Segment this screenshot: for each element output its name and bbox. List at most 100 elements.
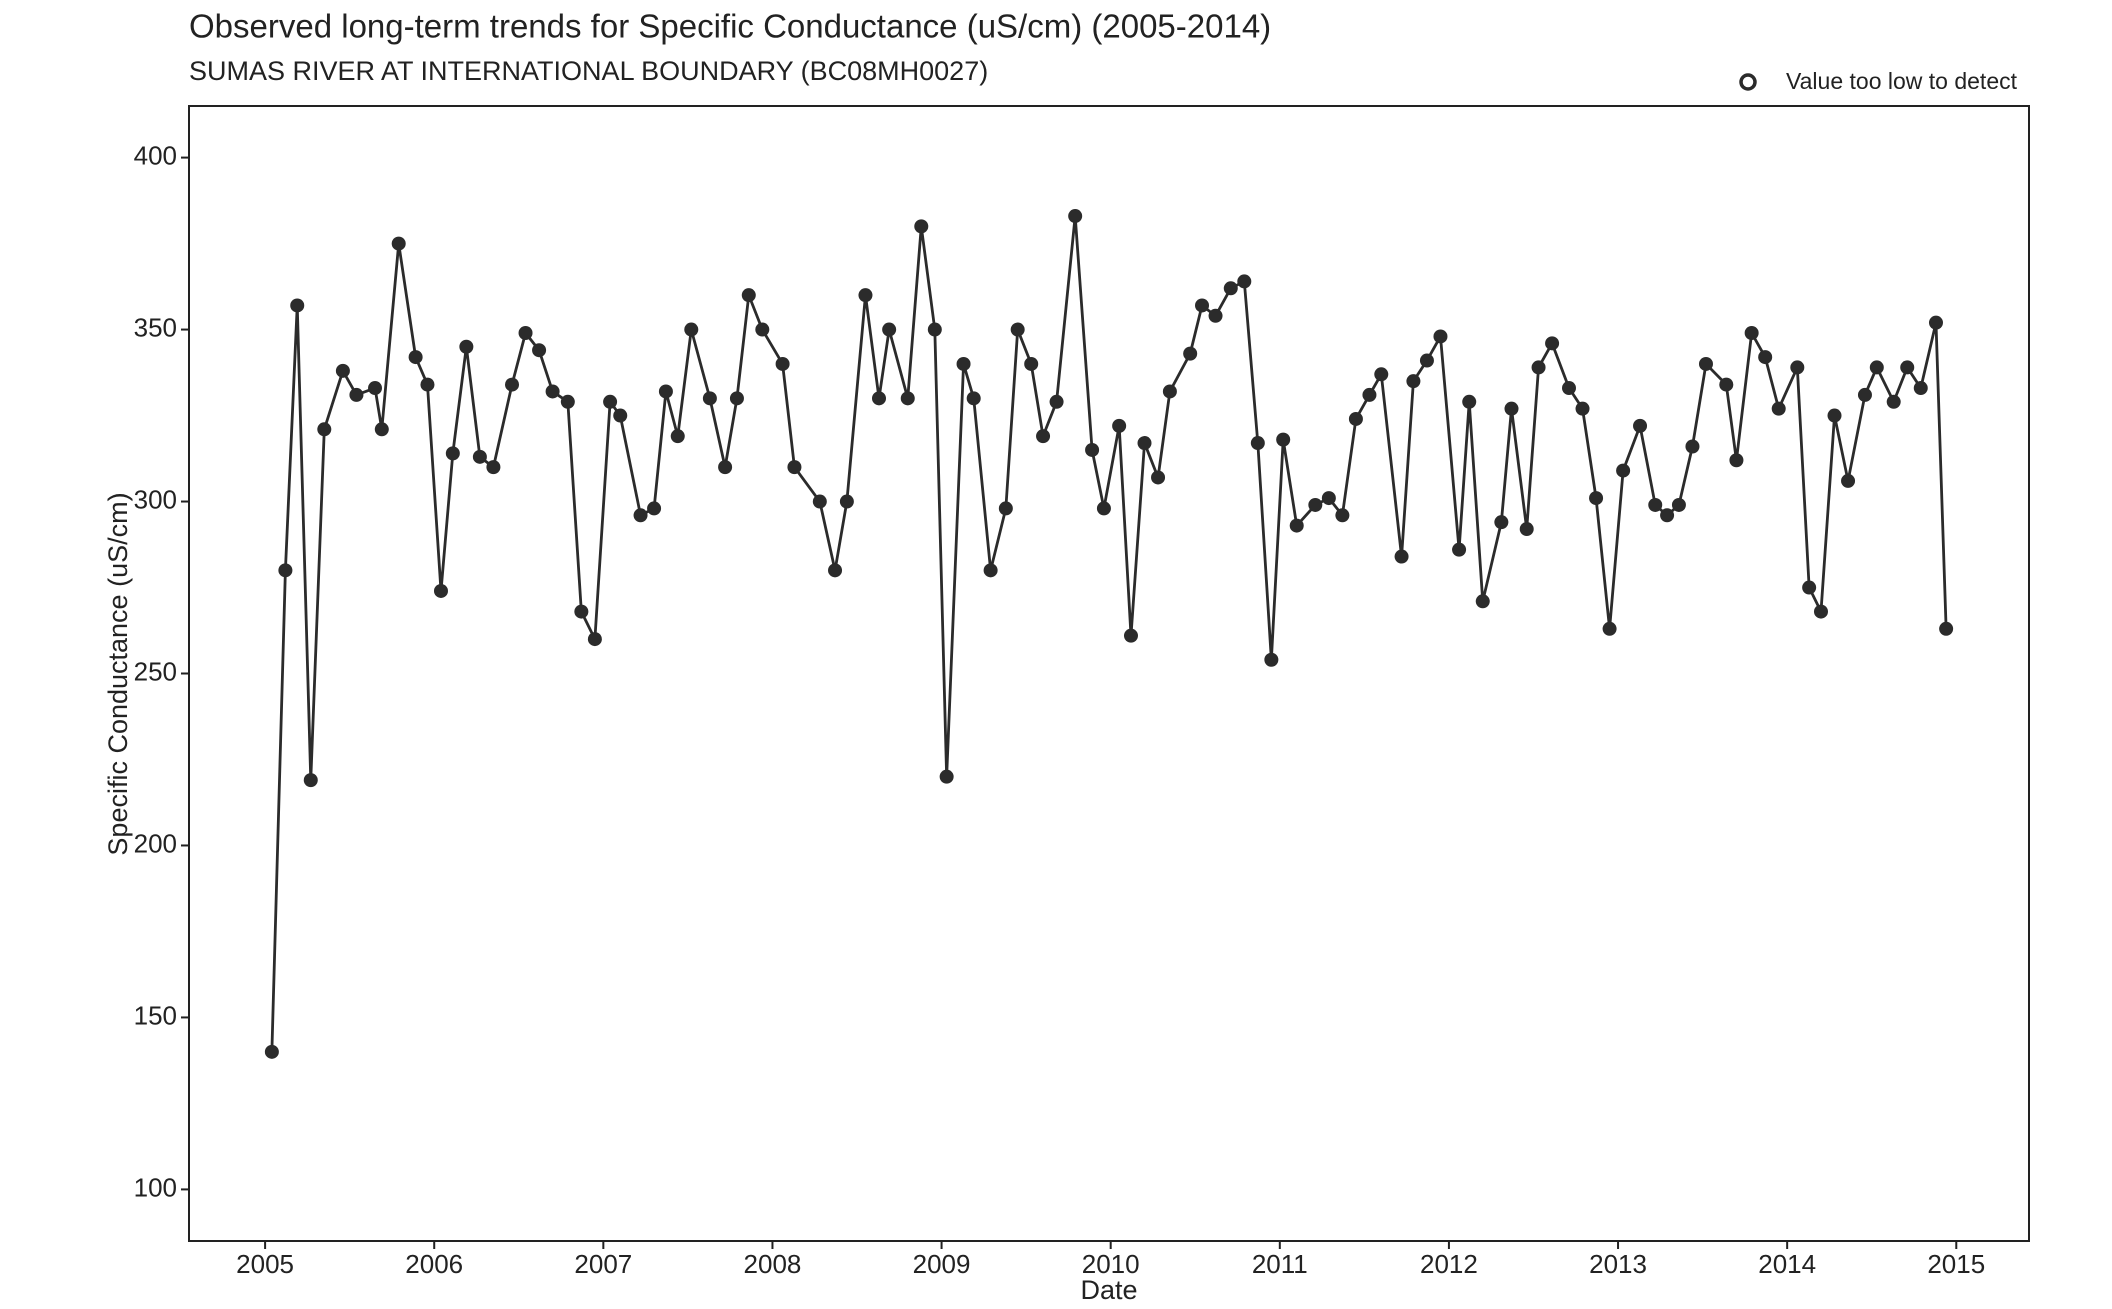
- data-point: [317, 422, 332, 437]
- data-point: [1869, 360, 1884, 375]
- data-point: [459, 339, 474, 354]
- data-point: [486, 460, 501, 475]
- data-point: [787, 460, 802, 475]
- data-point: [839, 494, 854, 509]
- data-point: [420, 377, 435, 392]
- data-point: [1250, 436, 1265, 451]
- data-point: [391, 236, 406, 251]
- data-point: [1462, 394, 1477, 409]
- data-point: [1886, 394, 1901, 409]
- data-point: [335, 363, 350, 378]
- data-point: [1504, 401, 1519, 416]
- data-point: [374, 422, 389, 437]
- series-line: [270, 215, 1948, 1052]
- data-point: [702, 391, 717, 406]
- data-point: [812, 494, 827, 509]
- data-point: [1321, 491, 1336, 506]
- data-point: [1758, 350, 1773, 365]
- data-point: [647, 501, 662, 516]
- x-tick-label: 2011: [1252, 1249, 1308, 1279]
- x-tick-label: 2009: [913, 1249, 971, 1279]
- legend-symbol: [1739, 73, 1757, 91]
- data-point: [1671, 497, 1686, 512]
- data-point: [518, 326, 533, 340]
- data-point: [1531, 360, 1546, 375]
- data-point: [433, 583, 448, 598]
- data-point: [1827, 408, 1842, 423]
- data-point: [587, 632, 602, 647]
- data-point: [914, 219, 929, 234]
- data-point: [1276, 432, 1291, 447]
- data-point: [755, 322, 770, 337]
- y-tick-label: 350: [134, 312, 177, 342]
- data-point: [1928, 315, 1943, 330]
- data-point: [1024, 356, 1039, 371]
- x-tick-label: 2013: [1589, 1249, 1647, 1279]
- data-point: [1085, 442, 1100, 457]
- data-point: [303, 773, 318, 788]
- data-point: [368, 381, 383, 396]
- data-point: [1123, 628, 1138, 643]
- data-point: [927, 322, 942, 337]
- data-point: [775, 356, 790, 371]
- data-point: [1939, 621, 1954, 636]
- data-point: [1068, 209, 1083, 224]
- plot-frame: [188, 105, 2030, 1242]
- data-point: [684, 322, 699, 337]
- data-point: [1237, 274, 1252, 289]
- data-point: [1137, 436, 1152, 451]
- data-point: [1419, 353, 1434, 368]
- data-point: [658, 384, 673, 399]
- data-point: [1308, 497, 1323, 512]
- y-tick-label: 250: [134, 656, 177, 686]
- data-point: [1744, 326, 1759, 340]
- data-point: [1494, 515, 1509, 530]
- x-tick-label: 2005: [236, 1249, 294, 1279]
- data-point: [278, 563, 293, 578]
- data-point: [1562, 381, 1576, 396]
- data-point: [939, 769, 954, 784]
- data-point: [633, 508, 648, 523]
- data-point: [290, 298, 305, 313]
- data-point: [1036, 429, 1051, 444]
- data-point: [1802, 580, 1817, 595]
- x-tick-label: 2008: [744, 1249, 802, 1279]
- data-point: [718, 460, 733, 475]
- data-point: [983, 563, 998, 578]
- data-point: [1575, 401, 1590, 416]
- x-tick-label: 2007: [574, 1249, 632, 1279]
- data-point: [613, 408, 628, 423]
- data-point: [505, 377, 520, 392]
- data-point: [729, 391, 744, 406]
- data-point: [1589, 491, 1604, 506]
- data-point: [1433, 329, 1448, 344]
- data-point: [1452, 542, 1467, 557]
- data-point: [545, 384, 560, 399]
- data-point: [1208, 308, 1223, 323]
- data-point: [603, 394, 618, 409]
- y-tick-label: 300: [134, 484, 177, 514]
- data-point: [882, 322, 897, 337]
- data-point: [1729, 453, 1744, 468]
- data-point: [1223, 281, 1238, 296]
- y-tick-label: 100: [134, 1172, 177, 1202]
- x-tick-label: 2010: [1082, 1249, 1140, 1279]
- data-point: [828, 563, 843, 578]
- data-point: [1112, 418, 1127, 433]
- data-point: [1394, 549, 1409, 564]
- data-point: [1195, 298, 1210, 313]
- data-point: [956, 356, 971, 371]
- data-point: [858, 288, 873, 303]
- x-tick-label: 2006: [405, 1249, 463, 1279]
- data-point: [1406, 374, 1421, 389]
- data-point: [1289, 518, 1304, 533]
- data-point: [1698, 356, 1713, 371]
- data-point: [872, 391, 886, 406]
- data-point: [1519, 522, 1534, 537]
- data-point: [1545, 336, 1560, 351]
- x-tick-label: 2015: [1927, 1249, 1985, 1279]
- data-point: [1790, 360, 1805, 375]
- data-point: [1719, 377, 1734, 392]
- data-point: [1151, 470, 1166, 485]
- data-point: [408, 350, 423, 365]
